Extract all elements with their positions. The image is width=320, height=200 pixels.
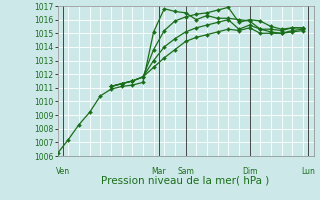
X-axis label: Pression niveau de la mer( hPa ): Pression niveau de la mer( hPa )	[101, 175, 270, 185]
Text: Sam: Sam	[177, 167, 194, 176]
Text: Mar: Mar	[152, 167, 166, 176]
Text: Dim: Dim	[242, 167, 257, 176]
Text: Lun: Lun	[301, 167, 315, 176]
Text: Ven: Ven	[56, 167, 70, 176]
